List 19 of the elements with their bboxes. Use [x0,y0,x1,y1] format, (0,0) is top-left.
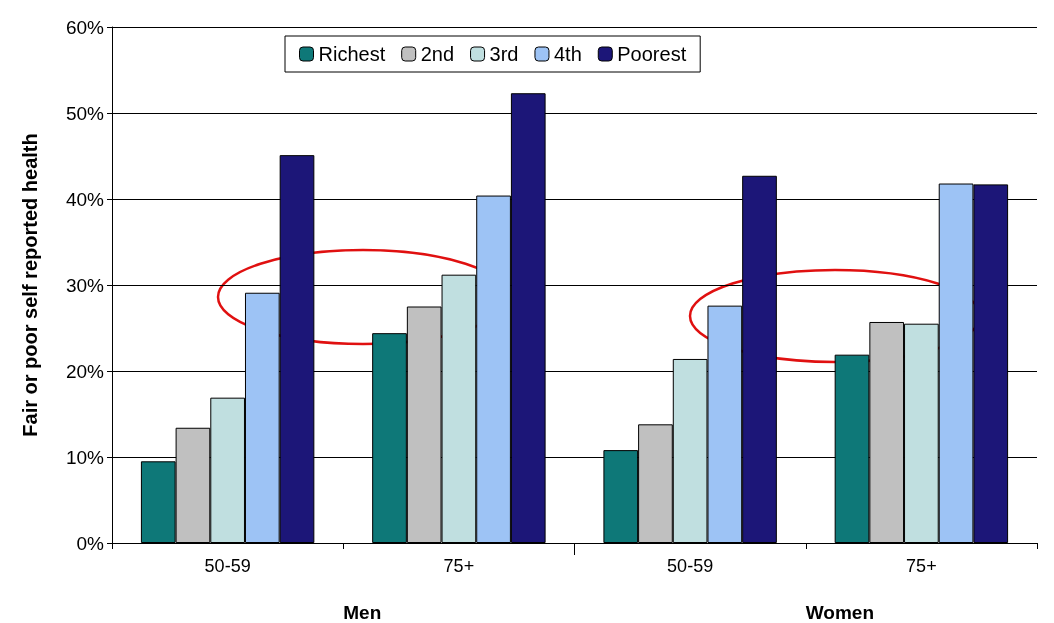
y-tick-label: 0% [76,532,105,554]
x-tick-label: 50-59 [204,556,251,576]
y-tick-label: 60% [65,16,105,38]
y-tick-label: 20% [65,360,105,382]
legend-label: 3rd [489,43,519,65]
legend-label: Poorest [617,43,687,65]
legend-label: 4th [553,43,582,65]
y-tick-label: 50% [65,102,105,124]
text: Men [343,602,382,623]
y-tick-label: 10% [65,446,105,468]
x-tick-label: 50-59 [667,556,714,576]
y-tick-label: 40% [65,188,105,210]
x-tick-label: 75+ [443,556,475,576]
text: Women [805,602,875,623]
legend-label: 2nd [420,43,455,65]
y-tick-label: 30% [65,274,105,296]
y-axis-title: Fair or poor self reported health [19,133,41,437]
legend-label: Richest [318,43,386,65]
x-tick-label: 75+ [906,556,937,576]
